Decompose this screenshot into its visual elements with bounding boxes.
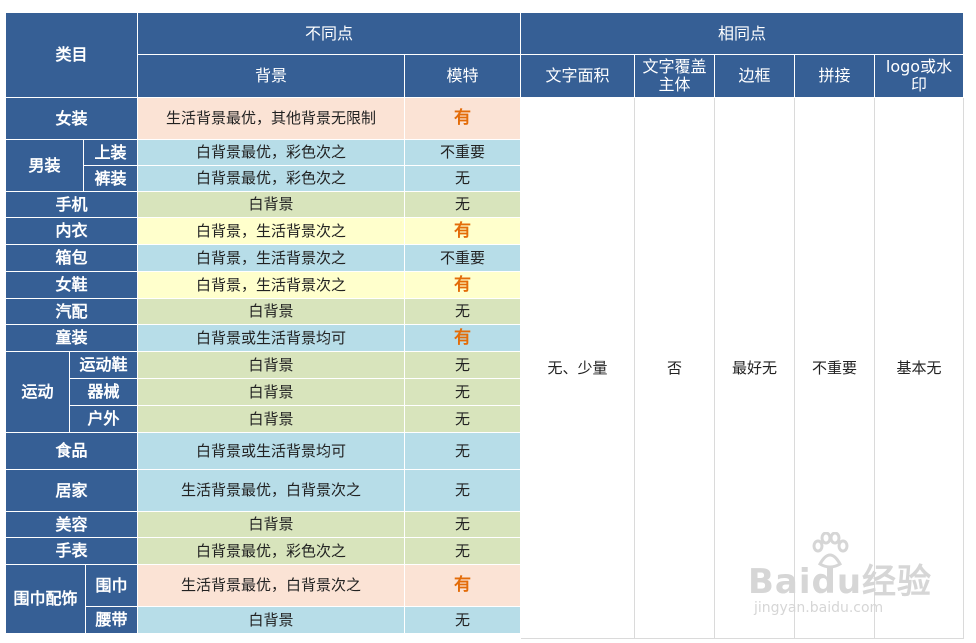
category-cell: 美容 xyxy=(6,512,138,538)
model-cell: 无 xyxy=(405,607,521,634)
subcategory-cell: 运动鞋 xyxy=(70,352,138,379)
background-cell: 白背景或生活背景均可 xyxy=(138,325,405,352)
model-cell: 无 xyxy=(405,166,521,192)
subcategory-cell: 上装 xyxy=(84,140,138,166)
subcategory-cell: 器械 xyxy=(70,379,138,406)
category-cell: 男装 xyxy=(6,140,84,192)
header-text-cover: 文字覆盖主体 xyxy=(635,55,715,98)
model-cell: 有 xyxy=(405,272,521,299)
background-cell: 白背景 xyxy=(138,299,405,325)
category-cell: 食品 xyxy=(6,433,138,470)
model-cell: 不重要 xyxy=(405,140,521,166)
model-cell: 有 xyxy=(405,98,521,140)
background-cell: 白背景，生活背景次之 xyxy=(138,245,405,272)
category-cell: 围巾配饰 xyxy=(6,565,86,634)
background-cell: 白背景，生活背景次之 xyxy=(138,272,405,299)
common-border: 最好无 xyxy=(715,98,795,639)
model-cell: 无 xyxy=(405,192,521,218)
category-cell: 居家 xyxy=(6,470,138,512)
background-cell: 生活背景最优，其他背景无限制 xyxy=(138,98,405,140)
background-cell: 白背景 xyxy=(138,352,405,379)
model-cell: 无 xyxy=(405,470,521,512)
model-cell: 无 xyxy=(405,379,521,406)
background-cell: 白背景最优，彩色次之 xyxy=(138,140,405,166)
background-cell: 生活背景最优，白背景次之 xyxy=(138,470,405,512)
common-logo: 基本无 xyxy=(875,98,964,639)
background-cell: 白背景或生活背景均可 xyxy=(138,433,405,470)
category-cell: 女鞋 xyxy=(6,272,138,299)
comparison-table: 类目 不同点 相同点 背景 模特 文字面积 文字覆盖主体 边框 拼接 logo或… xyxy=(6,13,964,639)
subcategory-cell: 户外 xyxy=(70,406,138,433)
background-cell: 白背景 xyxy=(138,406,405,433)
subcategory-cell: 裤装 xyxy=(84,166,138,192)
subcategory-cell: 腰带 xyxy=(86,607,138,634)
model-cell: 不重要 xyxy=(405,245,521,272)
header-differences: 不同点 xyxy=(138,13,521,55)
common-text-area: 无、少量 xyxy=(521,98,635,639)
model-cell: 无 xyxy=(405,512,521,538)
header-category: 类目 xyxy=(6,13,138,98)
category-cell: 童装 xyxy=(6,325,138,352)
model-cell: 无 xyxy=(405,433,521,470)
model-cell: 无 xyxy=(405,538,521,565)
category-cell: 手机 xyxy=(6,192,138,218)
common-splice: 不重要 xyxy=(795,98,875,639)
header-similarities: 相同点 xyxy=(521,13,964,55)
category-cell: 箱包 xyxy=(6,245,138,272)
model-cell: 无 xyxy=(405,406,521,433)
model-cell: 无 xyxy=(405,352,521,379)
category-cell: 手表 xyxy=(6,538,138,565)
header-logo: logo或水印 xyxy=(875,55,964,98)
header-background: 背景 xyxy=(138,55,405,98)
background-cell: 白背景，生活背景次之 xyxy=(138,218,405,245)
header-border: 边框 xyxy=(715,55,795,98)
header-splice: 拼接 xyxy=(795,55,875,98)
background-cell: 白背景最优，彩色次之 xyxy=(138,538,405,565)
background-cell: 白背景 xyxy=(138,192,405,218)
background-cell: 白背景 xyxy=(138,607,405,634)
category-cell: 运动 xyxy=(6,352,70,433)
background-cell: 白背景 xyxy=(138,379,405,406)
model-cell: 无 xyxy=(405,299,521,325)
model-cell: 有 xyxy=(405,565,521,607)
category-cell: 汽配 xyxy=(6,299,138,325)
category-cell: 女装 xyxy=(6,98,138,140)
background-cell: 白背景 xyxy=(138,512,405,538)
model-cell: 有 xyxy=(405,325,521,352)
subcategory-cell: 围巾 xyxy=(86,565,138,607)
common-text-cover: 否 xyxy=(635,98,715,639)
header-text-area: 文字面积 xyxy=(521,55,635,98)
model-cell: 有 xyxy=(405,218,521,245)
header-model: 模特 xyxy=(405,55,521,98)
category-cell: 内衣 xyxy=(6,218,138,245)
background-cell: 生活背景最优，白背景次之 xyxy=(138,565,405,607)
background-cell: 白背景最优，彩色次之 xyxy=(138,166,405,192)
